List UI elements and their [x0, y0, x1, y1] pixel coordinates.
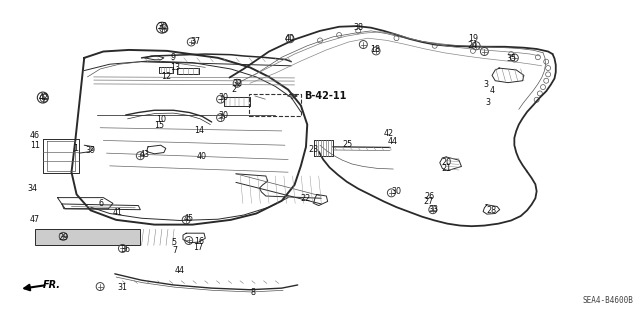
Text: 3: 3: [485, 98, 490, 107]
Text: 6: 6: [99, 199, 104, 208]
Text: 33: 33: [428, 205, 438, 214]
Text: SEA4-B4600B: SEA4-B4600B: [582, 296, 634, 305]
Text: 20: 20: [441, 158, 451, 167]
Text: 19: 19: [468, 34, 478, 43]
Text: 2: 2: [232, 85, 237, 94]
Text: 36: 36: [120, 245, 130, 254]
Text: 18: 18: [371, 45, 380, 55]
Text: 23: 23: [308, 145, 319, 154]
Text: 26: 26: [424, 191, 434, 201]
Text: B-42-11: B-42-11: [304, 91, 346, 101]
Text: 44: 44: [175, 265, 185, 275]
Text: 40: 40: [284, 34, 294, 43]
Text: 30: 30: [218, 93, 228, 102]
Text: 47: 47: [29, 215, 40, 224]
Text: 1: 1: [74, 144, 79, 153]
Text: 17: 17: [193, 243, 204, 252]
Text: 40: 40: [196, 152, 207, 161]
Text: 45: 45: [184, 214, 194, 223]
Text: 41: 41: [113, 208, 122, 217]
Text: 12: 12: [161, 72, 171, 81]
Text: 11: 11: [30, 141, 40, 150]
Text: 29: 29: [58, 233, 68, 242]
Text: 8: 8: [251, 288, 255, 297]
Text: 4: 4: [490, 86, 495, 95]
FancyBboxPatch shape: [248, 94, 301, 116]
Text: 24: 24: [468, 41, 478, 50]
Text: 10: 10: [156, 115, 166, 124]
Text: 30: 30: [218, 111, 228, 121]
Text: 39: 39: [86, 146, 95, 155]
Text: 3: 3: [483, 80, 488, 89]
Text: 44: 44: [388, 137, 397, 146]
Text: 16: 16: [194, 237, 204, 246]
Text: 43: 43: [140, 150, 150, 159]
Text: FR.: FR.: [43, 280, 61, 290]
Text: 27: 27: [424, 197, 434, 206]
Text: 30: 30: [157, 22, 167, 31]
Text: 7: 7: [172, 246, 177, 255]
Text: 14: 14: [194, 126, 204, 135]
Text: 9: 9: [171, 53, 176, 62]
Text: 35: 35: [506, 54, 516, 63]
Text: 25: 25: [342, 140, 353, 149]
Text: 42: 42: [384, 129, 394, 138]
Text: 38: 38: [353, 23, 364, 32]
Text: 15: 15: [154, 121, 164, 130]
Text: 30: 30: [392, 187, 401, 196]
Text: 31: 31: [118, 283, 127, 292]
Text: 37: 37: [191, 38, 201, 47]
FancyBboxPatch shape: [35, 229, 140, 245]
Text: 34: 34: [27, 184, 37, 193]
Text: 28: 28: [486, 206, 497, 215]
Text: 21: 21: [441, 164, 451, 173]
Text: 46: 46: [29, 131, 40, 140]
Text: 32: 32: [232, 79, 242, 88]
Text: 42: 42: [38, 93, 49, 102]
Text: 22: 22: [301, 194, 311, 204]
Text: 13: 13: [170, 63, 180, 72]
Text: 5: 5: [171, 238, 176, 247]
